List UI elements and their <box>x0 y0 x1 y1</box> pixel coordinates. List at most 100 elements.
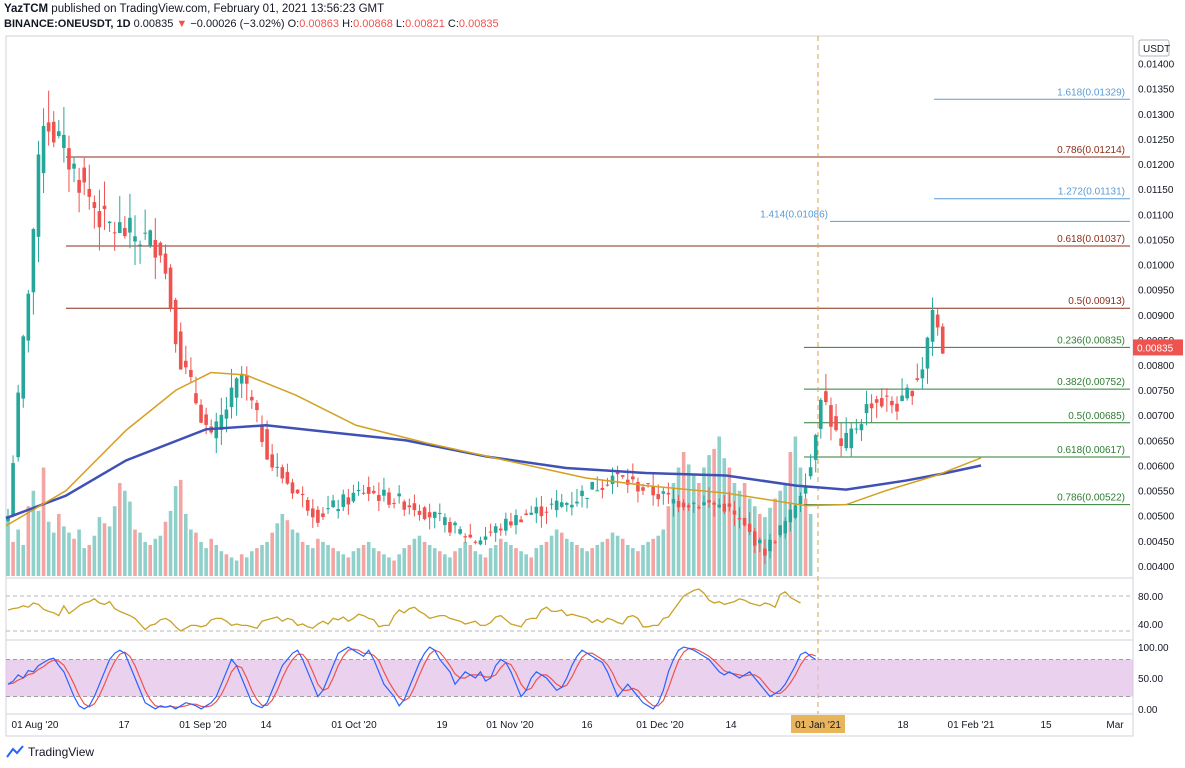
candle-body <box>600 488 605 490</box>
candle-body <box>51 121 56 143</box>
volume-bar <box>504 541 508 576</box>
volume-bar <box>244 557 249 576</box>
candle-body <box>824 391 828 403</box>
candle-body <box>219 414 224 431</box>
candle-body <box>128 217 132 233</box>
volume-bar <box>620 538 625 576</box>
high-value: 0.00868 <box>353 18 393 30</box>
time-tick-label: Mar <box>1106 720 1124 731</box>
volume-bar <box>539 545 544 576</box>
rsi-tick-label: 40.00 <box>1138 620 1163 631</box>
candle-body <box>316 509 320 523</box>
time-tick-label: 14 <box>725 720 737 731</box>
volume-bar <box>529 557 534 576</box>
volume-bar <box>773 498 777 576</box>
volume-bar <box>290 529 295 576</box>
candle-body <box>331 500 335 508</box>
candle-body <box>377 494 381 501</box>
candle-body <box>580 490 584 497</box>
open-value: 0.00863 <box>299 18 339 30</box>
candle-body <box>463 536 467 538</box>
candle-body <box>153 240 158 258</box>
candle-body <box>905 387 909 399</box>
fib-level-label: 1.414(0.01086) <box>760 209 828 220</box>
published-text: published on TradingView.com, February 0… <box>51 3 385 15</box>
candle-body <box>900 395 904 401</box>
stoch-tick-label: 50.00 <box>1138 674 1163 685</box>
currency-label: USDT <box>1143 44 1170 55</box>
volume-bar <box>178 479 183 576</box>
candle-body <box>321 513 325 518</box>
volume-bar <box>803 498 808 576</box>
time-tick-label: 19 <box>436 720 448 731</box>
volume-bar <box>229 557 234 576</box>
candle-body <box>768 539 772 552</box>
candle-body <box>16 392 20 458</box>
volume-bar <box>316 538 320 576</box>
price-tick-label: 0.00950 <box>1138 286 1175 297</box>
close-label: C: <box>447 18 459 30</box>
currency-badge <box>1138 39 1170 57</box>
candle-body <box>244 375 249 384</box>
candles-layer <box>6 90 945 565</box>
candle-body <box>158 242 163 256</box>
volume-bar <box>260 545 264 576</box>
candle-body <box>351 492 356 502</box>
candle-body <box>585 497 589 499</box>
candle-body <box>727 503 732 507</box>
volume-bar <box>570 541 574 576</box>
candle-body <box>392 502 396 504</box>
candle-body <box>407 505 412 508</box>
volume-bar <box>534 548 539 576</box>
volume-bar <box>387 557 391 576</box>
volume-bar <box>209 538 213 576</box>
volume-bar <box>488 548 493 576</box>
volume-bar <box>214 545 219 576</box>
candle-body <box>361 492 366 494</box>
author-name[interactable]: YazTCM <box>4 3 49 15</box>
candle-body <box>31 229 36 293</box>
volume-bar <box>453 551 457 576</box>
candle-body <box>107 221 112 224</box>
candle-body <box>478 540 483 545</box>
volume-bar <box>173 486 178 576</box>
volume-bar <box>727 467 732 576</box>
candle-body <box>87 188 92 197</box>
fib-level-label: 1.618(0.01329) <box>1057 87 1125 98</box>
candle-body <box>62 134 66 148</box>
time-tick-label: 16 <box>581 720 593 731</box>
candle-body <box>534 506 539 514</box>
candle-body <box>178 331 183 370</box>
low-value: 0.00821 <box>405 18 445 30</box>
volume-bar <box>519 551 523 576</box>
candle-body <box>793 505 798 518</box>
candle-body <box>697 507 701 509</box>
candle-body <box>686 505 691 508</box>
candle-body <box>57 131 61 137</box>
candle-body <box>270 454 274 468</box>
price-tick-label: 0.00650 <box>1138 436 1175 447</box>
price-tick-label: 0.01400 <box>1138 60 1175 71</box>
candle-body <box>844 432 848 449</box>
volume-bar <box>280 514 285 576</box>
volume-bar <box>57 514 61 576</box>
candle-body <box>458 529 462 534</box>
candle-body <box>544 511 549 513</box>
candle-body <box>173 299 178 345</box>
candle-body <box>763 548 767 556</box>
volume-bar <box>371 548 376 576</box>
candle-body <box>524 513 528 515</box>
candle-body <box>559 502 564 507</box>
volume-bar <box>524 554 528 576</box>
price-tick-label: 0.01200 <box>1138 160 1175 171</box>
time-tick-label: 01 Dec '20 <box>636 720 684 731</box>
tradingview-brand[interactable]: TradingView <box>6 745 94 759</box>
fib-level-label: 0.236(0.00835) <box>1057 335 1125 346</box>
volume-bar <box>41 467 46 576</box>
candle-body <box>412 503 417 511</box>
fib-level-label: 0.786(0.00522) <box>1057 493 1125 504</box>
candle-body <box>305 499 310 511</box>
candle-body <box>656 493 661 500</box>
volume-bar <box>133 529 137 576</box>
